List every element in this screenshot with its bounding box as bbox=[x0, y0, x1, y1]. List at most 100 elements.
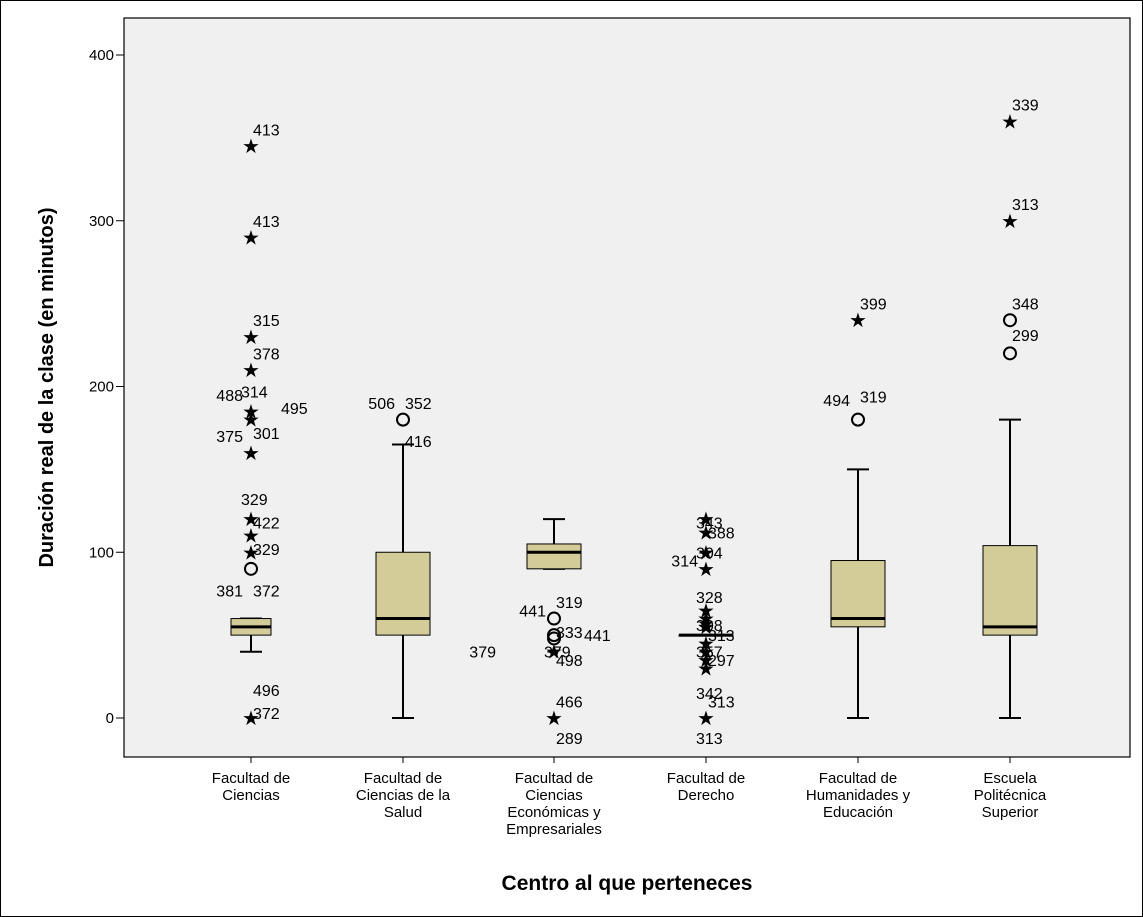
y-tick-label: 300 bbox=[89, 213, 114, 230]
outlier-star: ★ bbox=[242, 408, 260, 432]
outlier-star: ★ bbox=[1001, 109, 1019, 133]
outlier-star: ★ bbox=[697, 612, 715, 636]
case-label: 339 bbox=[1012, 98, 1039, 115]
x-tick-label: Ciencias bbox=[525, 787, 583, 804]
box bbox=[375, 551, 431, 636]
x-tick-label: Ciencias de la bbox=[356, 787, 451, 804]
outlier-star: ★ bbox=[697, 631, 715, 655]
x-tick-label: Salud bbox=[384, 804, 422, 821]
outlier-star: ★ bbox=[242, 507, 260, 531]
x-tick-label: Económicas y bbox=[507, 804, 601, 821]
outlier-star: ★ bbox=[697, 607, 715, 631]
outlier-star: ★ bbox=[242, 358, 260, 382]
x-tick-label: Facultad de bbox=[212, 770, 290, 787]
outlier-circle bbox=[547, 631, 561, 646]
case-label: 314 bbox=[241, 384, 268, 401]
case-label: 422 bbox=[253, 515, 280, 532]
case-label: 413 bbox=[253, 214, 280, 231]
case-label: 314 bbox=[671, 554, 698, 571]
case-label: 343 bbox=[696, 515, 723, 532]
x-tick-label: Humanidades y bbox=[806, 787, 911, 804]
outlier-star: ★ bbox=[242, 325, 260, 349]
case-label: 352 bbox=[405, 396, 432, 413]
outlier-star: ★ bbox=[545, 706, 563, 730]
case-label: 506 bbox=[368, 396, 395, 413]
category-group: Facultad deDerecho★★★★★★★★★★★★★343388314… bbox=[667, 507, 745, 804]
case-label: 372 bbox=[253, 583, 280, 600]
outlier-star: ★ bbox=[242, 540, 260, 564]
outlier-star: ★ bbox=[697, 615, 715, 639]
case-label: 379 bbox=[544, 645, 571, 662]
case-label: 329 bbox=[253, 542, 280, 559]
x-tick-label: Educación bbox=[823, 804, 893, 821]
case-label: 413 bbox=[253, 123, 280, 140]
x-tick-label: Facultad de bbox=[515, 770, 593, 787]
outlier-star: ★ bbox=[545, 640, 563, 664]
x-tick-label: Facultad de bbox=[667, 770, 745, 787]
x-tick-label: Superior bbox=[982, 804, 1039, 821]
y-tick-label: 200 bbox=[89, 379, 114, 396]
case-label: 466 bbox=[556, 694, 583, 711]
case-label: 319 bbox=[860, 389, 887, 406]
box bbox=[526, 543, 582, 570]
case-label: 494 bbox=[823, 393, 850, 410]
case-label: 329 bbox=[241, 492, 268, 509]
case-label: 416 bbox=[405, 434, 432, 451]
y-tick-label: 400 bbox=[89, 47, 114, 64]
x-tick-label: Derecho bbox=[678, 787, 735, 804]
case-label: 313 bbox=[696, 731, 723, 748]
case-label: 357 bbox=[696, 645, 723, 662]
outlier-circle bbox=[244, 561, 258, 576]
case-label: 297 bbox=[708, 653, 735, 670]
outlier-star: ★ bbox=[697, 540, 715, 564]
x-tick-label: Ciencias bbox=[222, 787, 280, 804]
outlier-star: ★ bbox=[242, 134, 260, 158]
y-axis-title: Duración real de la clase (en minutos) bbox=[36, 207, 58, 567]
outlier-star: ★ bbox=[242, 706, 260, 730]
outlier-star: ★ bbox=[697, 640, 715, 664]
category-group: Facultad deCiencias★★★★★★★★★★★4134133153… bbox=[212, 123, 308, 804]
x-tick-label: Facultad de bbox=[819, 770, 897, 787]
case-label: 304 bbox=[696, 545, 723, 562]
y-tick-label: 100 bbox=[89, 544, 114, 561]
outlier-star: ★ bbox=[849, 308, 867, 332]
outlier-star: ★ bbox=[242, 225, 260, 249]
case-label: 313 bbox=[708, 694, 735, 711]
case-label: 495 bbox=[281, 401, 308, 418]
case-label: 333 bbox=[556, 625, 583, 642]
outlier-circle bbox=[851, 412, 865, 427]
case-label: 496 bbox=[253, 683, 280, 700]
case-label: 378 bbox=[253, 346, 280, 363]
case-label: 348 bbox=[1012, 297, 1039, 314]
outlier-star: ★ bbox=[242, 524, 260, 548]
case-label: 289 bbox=[556, 731, 583, 748]
outlier-circle bbox=[547, 611, 561, 626]
case-label: 372 bbox=[253, 706, 280, 723]
box bbox=[830, 560, 886, 628]
case-label: 375 bbox=[216, 429, 243, 446]
outlier-star: ★ bbox=[1001, 209, 1019, 233]
case-label: 313 bbox=[708, 628, 735, 645]
case-label: 441 bbox=[584, 628, 611, 645]
case-label: 498 bbox=[556, 653, 583, 670]
case-label: 308 bbox=[696, 618, 723, 635]
case-label: 315 bbox=[253, 313, 280, 330]
outlier-star: ★ bbox=[697, 656, 715, 680]
outlier-star: ★ bbox=[697, 507, 715, 531]
case-label: 342 bbox=[696, 686, 723, 703]
outlier-circle bbox=[1003, 346, 1017, 361]
case-label: 488 bbox=[216, 388, 243, 405]
x-tick-label: Empresariales bbox=[506, 821, 602, 838]
x-tick-label: Facultad de bbox=[364, 770, 442, 787]
case-label: 388 bbox=[708, 525, 735, 542]
outlier-star: ★ bbox=[697, 648, 715, 672]
case-label: 319 bbox=[556, 595, 583, 612]
outlier-star: ★ bbox=[242, 441, 260, 465]
outlier-star: ★ bbox=[697, 598, 715, 622]
case-label: 299 bbox=[1012, 328, 1039, 345]
outlier-circle bbox=[1003, 313, 1017, 328]
case-label: 441 bbox=[519, 603, 546, 620]
box bbox=[982, 545, 1038, 636]
